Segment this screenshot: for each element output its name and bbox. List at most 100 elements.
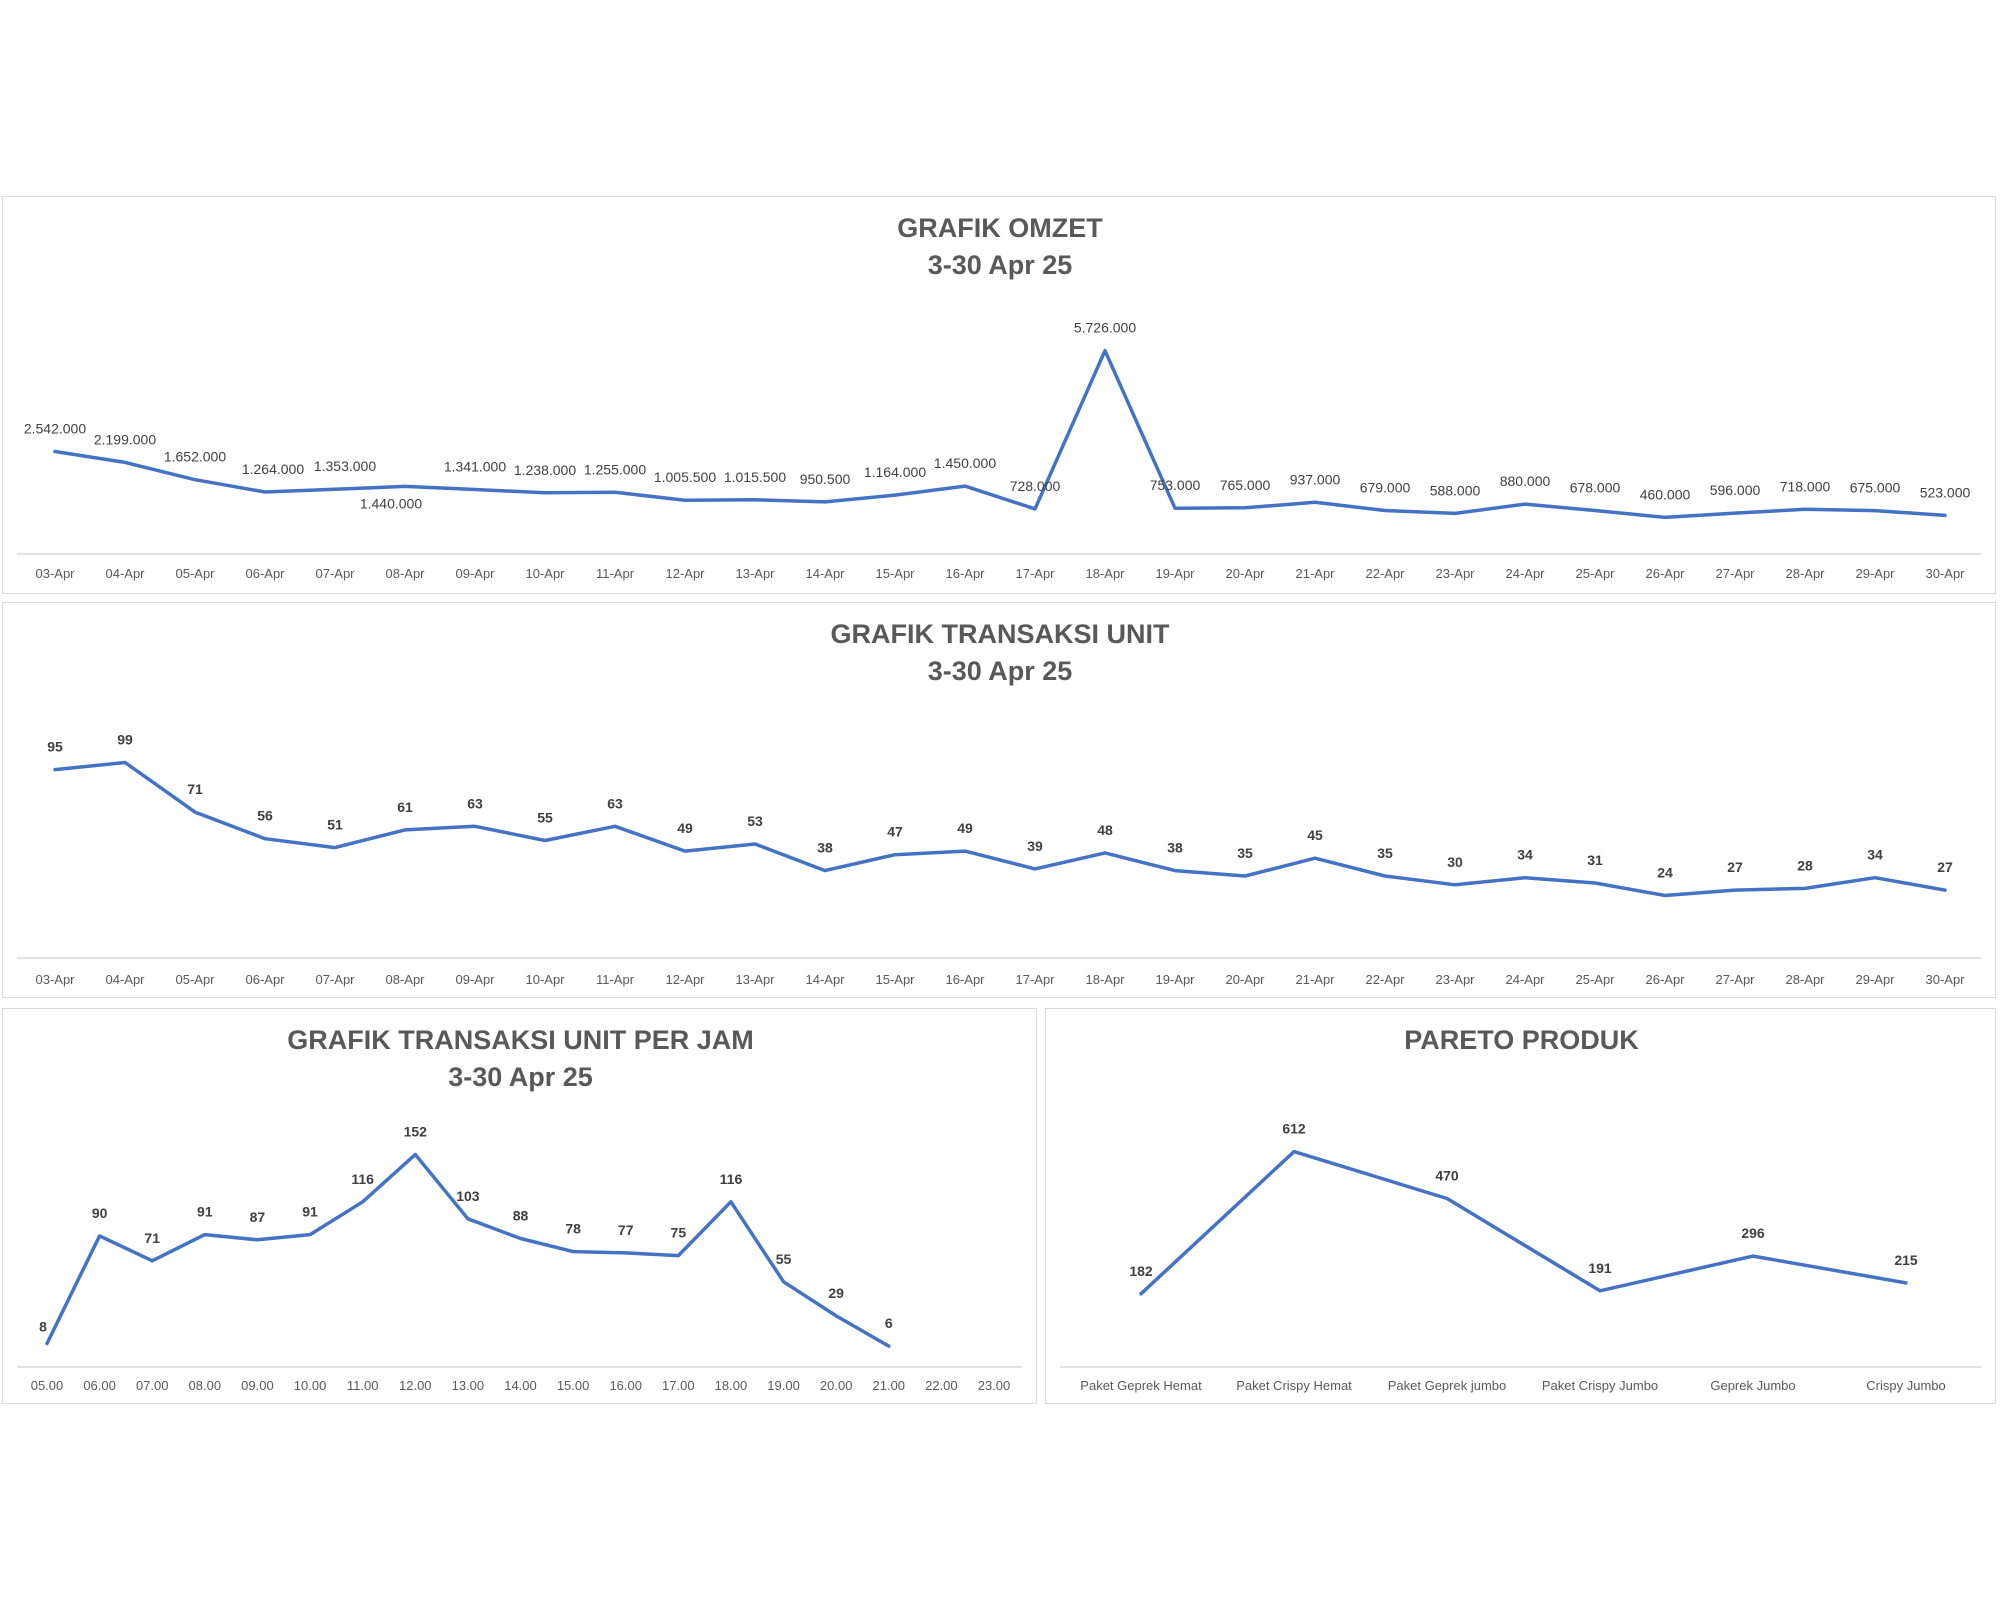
data-label: 191 — [1588, 1260, 1612, 1276]
data-label: 38 — [817, 840, 833, 856]
chart-subtitle: 3-30 Apr 25 — [448, 1062, 593, 1092]
x-tick-label: 30-Apr — [1925, 972, 1965, 987]
x-tick-label: 19.00 — [767, 1378, 800, 1393]
data-label: 87 — [250, 1209, 266, 1225]
transaksi-unit-chart-panel: GRAFIK TRANSAKSI UNIT 3-30 Apr 25 03-Apr 04… — [2, 602, 1996, 998]
x-tick-label: 21-Apr — [1295, 566, 1335, 581]
x-tick-label: 08-Apr — [385, 972, 425, 987]
data-label: 753.000 — [1150, 477, 1201, 493]
x-tick-label: 09-Apr — [455, 566, 495, 581]
x-tick-label: 20-Apr — [1225, 972, 1265, 987]
x-tick-label: 12-Apr — [665, 566, 705, 581]
x-tick-label: 28-Apr — [1785, 566, 1825, 581]
x-tick-label: 17-Apr — [1015, 972, 1055, 987]
x-tick-label: 23.00 — [978, 1378, 1011, 1393]
data-label: 35 — [1377, 845, 1393, 861]
x-tick-label: 30-Apr — [1925, 566, 1965, 581]
data-label: 55 — [537, 810, 553, 826]
data-label: 596.000 — [1710, 482, 1761, 498]
data-label: 2.542.000 — [24, 421, 86, 437]
chart-title: GRAFIK OMZET — [897, 213, 1103, 243]
data-label: 48 — [1097, 822, 1113, 838]
x-tick-label: 18-Apr — [1085, 566, 1125, 581]
chart-title: GRAFIK TRANSAKSI UNIT PER JAM — [287, 1025, 754, 1055]
data-label: 1.238.000 — [514, 462, 576, 478]
x-tick-label: 17.00 — [662, 1378, 695, 1393]
x-tick-label: 23-Apr — [1435, 972, 1475, 987]
data-label: 63 — [467, 795, 483, 811]
x-tick-label: 11-Apr — [596, 972, 635, 987]
data-label: 55 — [776, 1251, 792, 1267]
x-tick-label: 16-Apr — [945, 566, 985, 581]
data-label: 51 — [327, 817, 343, 833]
data-label: 35 — [1237, 845, 1253, 861]
x-tick-label: 07-Apr — [315, 566, 355, 581]
data-label: 34 — [1517, 847, 1533, 863]
x-tick-label: 04-Apr — [105, 972, 145, 987]
data-label: 679.000 — [1360, 479, 1411, 495]
x-tick-label: 17-Apr — [1015, 566, 1055, 581]
data-label: 950.500 — [800, 471, 851, 487]
x-tick-label: 08.00 — [189, 1378, 222, 1393]
x-tick-label: 14-Apr — [805, 972, 845, 987]
x-tick-label: 25-Apr — [1575, 972, 1615, 987]
x-tick-label: 23-Apr — [1435, 566, 1475, 581]
x-tick-label: Paket Crispy Jumbo — [1542, 1378, 1658, 1393]
data-label: 75 — [671, 1225, 687, 1241]
data-label: 1.264.000 — [242, 461, 304, 477]
transaksi-unit-chart: GRAFIK TRANSAKSI UNIT 3-30 Apr 25 03-Apr 04… — [17, 619, 1981, 987]
x-tick-label: 13-Apr — [735, 972, 775, 987]
data-label: 53 — [747, 813, 763, 829]
data-label: 296 — [1741, 1225, 1765, 1241]
x-tick-label: 22.00 — [925, 1378, 958, 1393]
x-tick-label: 13-Apr — [735, 566, 775, 581]
data-label: 1.005.500 — [654, 469, 716, 485]
x-tick-label: 15.00 — [557, 1378, 590, 1393]
chart-title: GRAFIK TRANSAKSI UNIT — [831, 619, 1170, 649]
data-label: 95 — [47, 739, 63, 755]
x-tick-label: 22-Apr — [1365, 566, 1405, 581]
data-label: 1.255.000 — [584, 461, 646, 477]
x-tick-label: 16-Apr — [945, 972, 985, 987]
data-label: 99 — [117, 732, 133, 748]
data-label: 34 — [1867, 847, 1883, 863]
data-label: 38 — [1167, 840, 1183, 856]
x-tick-label: 20-Apr — [1225, 566, 1265, 581]
data-label: 29 — [828, 1285, 844, 1301]
data-label: 1.015.500 — [724, 469, 786, 485]
data-label: 1.652.000 — [164, 449, 226, 465]
chart-subtitle: 3-30 Apr 25 — [928, 656, 1073, 686]
series-line — [53, 760, 1947, 898]
data-label: 718.000 — [1780, 478, 1831, 494]
x-tick-label: 05.00 — [31, 1378, 64, 1393]
x-tick-label: 29-Apr — [1855, 566, 1895, 581]
data-label: 152 — [404, 1124, 428, 1140]
data-label: 91 — [302, 1204, 318, 1220]
x-tick-label: 12.00 — [399, 1378, 432, 1393]
x-tick-label: Paket Crispy Hemat — [1236, 1378, 1352, 1393]
x-tick-label: 14-Apr — [805, 566, 845, 581]
data-label: 880.000 — [1500, 473, 1551, 489]
x-tick-label: 19-Apr — [1155, 566, 1195, 581]
data-label: 675.000 — [1850, 480, 1901, 496]
x-tick-label: 10-Apr — [525, 972, 565, 987]
chart-subtitle: 3-30 Apr 25 — [928, 250, 1073, 280]
x-tick-label: 06-Apr — [245, 566, 285, 581]
data-label: 728.000 — [1010, 478, 1061, 494]
data-label: 1.353.000 — [314, 458, 376, 474]
x-tick-label: 28-Apr — [1785, 972, 1825, 987]
x-tick-label: 18-Apr — [1085, 972, 1125, 987]
transaksi-per-jam-chart: GRAFIK TRANSAKSI UNIT PER JAM 3-30 Apr 25… — [17, 1025, 1022, 1393]
data-label: 49 — [957, 820, 973, 836]
series-line — [53, 348, 1947, 520]
data-label: 215 — [1894, 1252, 1918, 1268]
x-tick-label: 03-Apr — [35, 566, 75, 581]
data-label: 612 — [1282, 1121, 1306, 1137]
x-tick-label: 25-Apr — [1575, 566, 1615, 581]
data-label: 460.000 — [1640, 486, 1691, 502]
x-tick-label: 20.00 — [820, 1378, 853, 1393]
data-label: 116 — [720, 1171, 743, 1187]
data-label: 63 — [607, 795, 623, 811]
x-tick-label: 15-Apr — [875, 972, 915, 987]
x-tick-label: 07.00 — [136, 1378, 169, 1393]
